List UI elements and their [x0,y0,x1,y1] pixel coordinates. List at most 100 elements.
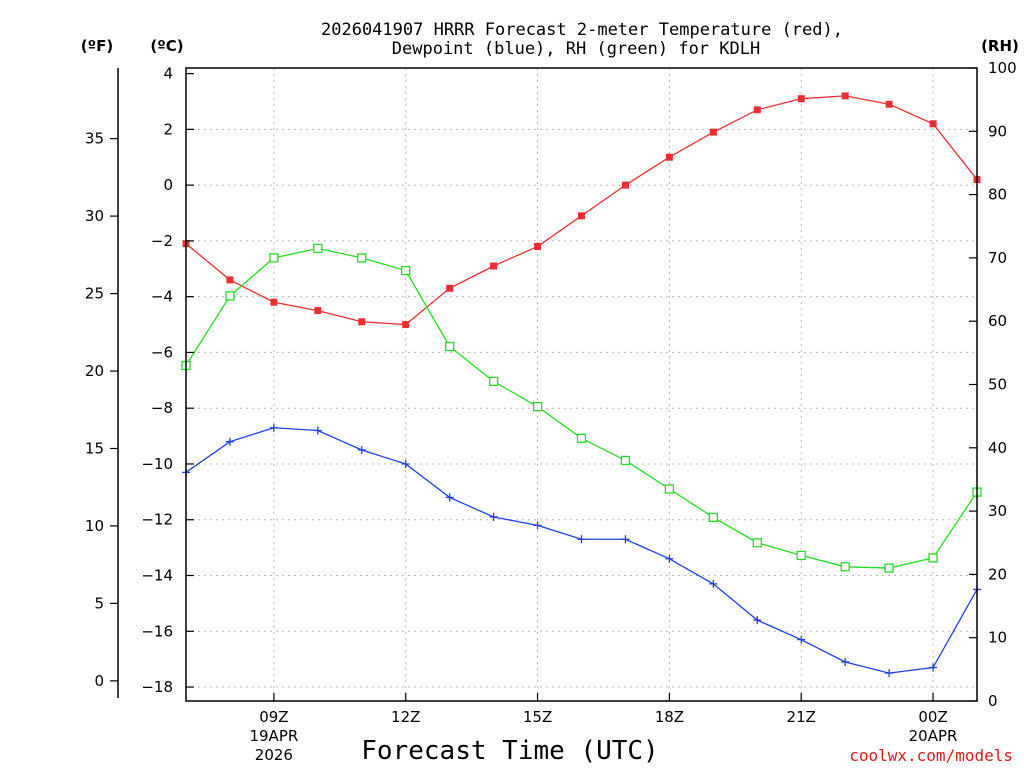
dewpoint-point [577,535,586,544]
celsius-tick-label: 2 [163,120,173,138]
x-tick-label: 18Z [655,708,684,726]
temperature-point [226,276,234,284]
dewpoint-point [841,657,850,666]
fahrenheit-tick-label: 10 [85,517,104,535]
rh-tick-label: 10 [988,629,1007,647]
rh-tick-label: 0 [988,692,998,710]
celsius-tick-label: −10 [141,455,173,473]
rh-point [664,484,675,494]
rh-tick-label: 40 [988,439,1007,457]
rh-tick-label: 80 [988,186,1007,204]
rh-point [576,433,587,443]
dewpoint-point [313,426,322,435]
x-tick-year: 2026 [255,746,293,764]
fahrenheit-tick-label: 0 [94,672,104,690]
fahrenheit-tick-label: 35 [85,130,104,148]
rh-point [884,563,894,573]
celsius-tick-label: −12 [141,511,173,529]
temperature-point [665,153,673,161]
temperature-point [885,100,893,108]
rh-point [708,512,718,523]
rh-point [752,538,762,548]
x-tick-date: 20APR [909,727,958,745]
rh-point [620,455,631,466]
dewpoint-point [445,493,454,502]
rh-tick-label: 70 [988,249,1007,267]
x-tick-label: 12Z [391,708,420,726]
celsius-tick-label: −18 [141,678,173,696]
fahrenheit-unit-label: (ºF) [81,37,113,55]
rh-point [269,253,279,263]
celsius-tick-label: −14 [141,567,173,585]
credit-text: coolwx.com/models [849,746,1013,765]
temperature-point [753,106,761,114]
x-tick-date: 19APR [249,727,298,745]
fahrenheit-tick-label: 30 [85,207,104,225]
x-tick-label: 15Z [523,708,552,726]
grid-lines [186,68,977,701]
dewpoint-point [489,512,498,521]
rh-tick-label: 30 [988,502,1007,520]
chart-title-line-2: Dewpoint (blue), RH (green) for KDLH [392,39,760,59]
dewpoint-point [225,437,234,446]
rh-unit-label: (RH) [981,37,1019,55]
temperature-point [797,95,805,103]
temperature-point [929,120,937,128]
temperature-point [446,284,454,292]
temperature-point [358,318,366,326]
temperature-line [185,95,978,326]
rh-point [532,402,543,412]
celsius-tick-label: 4 [163,65,173,83]
dewpoint-point [269,423,278,432]
temperature-point [270,298,278,306]
temperature-point [402,321,410,329]
x-axis-label: Forecast Time (UTC) [361,736,658,766]
celsius-tick-label: −16 [141,622,173,640]
x-tick-label: 00Z [918,708,947,726]
celsius-tick-label: −8 [151,399,173,417]
chart-title-line-1: 2026041907 HRRR Forecast 2-meter Tempera… [321,20,843,40]
dewpoint-point [621,535,630,544]
rh-point [357,253,367,263]
rh-tick-label: 50 [988,376,1007,394]
temperature-point [490,262,498,270]
rh-point [225,291,235,301]
temperature-point [314,307,322,315]
rh-point [796,550,806,561]
fahrenheit-tick-label: 25 [85,285,104,303]
dewpoint-point [401,459,410,468]
rh-tick-label: 100 [988,59,1017,77]
rh-point [445,341,455,352]
celsius-tick-label: 0 [163,176,173,194]
rh-point [401,265,411,276]
dewpoint-point [533,521,542,530]
celsius-unit-label: (ºC) [150,37,183,55]
dewpoint-point [929,663,938,672]
temperature-point [621,181,629,189]
celsius-tick-label: −2 [151,232,173,250]
celsius-tick-label: −6 [151,343,173,361]
rh-point [488,376,499,386]
series-layer [181,92,982,678]
dewpoint-point [665,554,674,563]
fahrenheit-tick-label: 20 [85,362,104,380]
dewpoint-point [709,579,718,588]
temperature-point [578,212,585,220]
rh-tick-label: 20 [988,565,1007,583]
fahrenheit-tick-label: 5 [94,594,104,612]
rh-point [313,243,323,254]
temperature-point [534,242,542,250]
rh-point [840,562,850,572]
x-tick-label: 09Z [259,708,288,726]
celsius-tick-label: −4 [151,288,173,306]
dewpoint-line [185,427,978,674]
rh-tick-label: 60 [988,312,1007,330]
plot-frame [185,67,978,702]
dewpoint-point [357,446,366,455]
temperature-point [841,92,849,100]
dewpoint-point [753,616,762,625]
fahrenheit-tick-label: 15 [85,439,104,457]
rh-tick-label: 90 [988,122,1007,140]
